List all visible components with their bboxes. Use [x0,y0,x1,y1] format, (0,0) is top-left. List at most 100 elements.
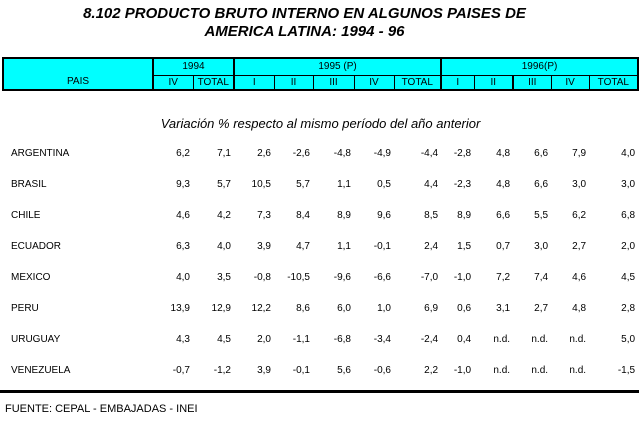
col-header: I [440,74,475,91]
col-header: IV [152,74,194,91]
value-cell: 6,6 [513,169,552,200]
value-cell: 4,5 [193,324,234,355]
group-header-1996: 1996(P) [440,57,639,76]
value-cell: -1,0 [441,355,475,386]
value-cell: 12,9 [193,293,234,324]
value-cell: 8,9 [313,200,354,231]
col-header: II [273,74,314,91]
value-cell: 5,7 [274,169,313,200]
value-cell: 10,5 [234,169,274,200]
col-header: TOTAL [192,74,235,91]
pais-header-cell: PAIS [2,57,154,91]
country-name: BRASIL [3,169,153,200]
country-name: CHILE [3,200,153,231]
value-cell: 7,2 [474,262,514,293]
value-cell: 6,6 [513,138,552,169]
value-cell: 4,5 [589,262,639,293]
value-cell: 2,4 [394,231,442,262]
value-cell: -4,4 [394,138,442,169]
value-cell: 6,8 [589,200,639,231]
col-header: III [312,74,355,91]
table-row: MEXICO 4,0 3,5 -0,8 -10,5 -9,6 -6,6 -7,0… [3,262,639,293]
value-cell: 5,7 [193,169,234,200]
value-cell: -2,8 [441,138,475,169]
country-name: PERU [3,293,153,324]
value-cell: 6,9 [394,293,442,324]
value-cell: -4,9 [354,138,394,169]
value-cell: 0,6 [441,293,475,324]
value-cell: 6,0 [313,293,354,324]
value-cell: 0,4 [441,324,475,355]
country-name: MEXICO [3,262,153,293]
col-header: III [512,74,552,91]
group-header-1995: 1995 (P) [232,57,442,76]
table-row: PERU 13,9 12,9 12,2 8,6 6,0 1,0 6,9 0,6 … [3,293,639,324]
value-cell: n.d. [551,324,590,355]
value-cell: 8,9 [441,200,475,231]
value-cell: 3,9 [234,355,274,386]
value-cell: 8,5 [394,200,442,231]
table-row: URUGUAY 4,3 4,5 2,0 -1,1 -6,8 -3,4 -2,4 … [3,324,639,355]
bottom-divider [0,390,639,393]
value-cell: -0,1 [354,231,394,262]
table-title: 8.102 PRODUCTO BRUTO INTERNO EN ALGUNOS … [0,5,609,41]
value-cell: n.d. [513,355,552,386]
value-cell: -1,1 [274,324,313,355]
table-row: ECUADOR 6,3 4,0 3,9 4,7 1,1 -0,1 2,4 1,5… [3,231,639,262]
table-row: ARGENTINA 6,2 7,1 2,6 -2,6 -4,8 -4,9 -4,… [3,138,639,169]
value-cell: 2,2 [394,355,442,386]
value-cell: 7,3 [234,200,274,231]
value-cell: 0,5 [354,169,394,200]
table-title-line2: AMERICA LATINA: 1994 - 96 [204,23,405,40]
value-cell: -6,8 [313,324,354,355]
value-cell: 1,1 [313,231,354,262]
value-cell: 3,0 [513,231,552,262]
value-cell: -9,6 [313,262,354,293]
value-cell: 13,9 [153,293,193,324]
value-cell: 2,0 [589,231,639,262]
source-note: FUENTE: CEPAL - EMBAJADAS - INEI [5,403,198,415]
value-cell: -7,0 [394,262,442,293]
value-cell: 2,8 [589,293,639,324]
gdp-table: PAIS 1994 1995 (P) 1996(P) IV TOTAL I II… [2,57,639,386]
value-cell: 8,6 [274,293,313,324]
value-cell: -3,4 [354,324,394,355]
col-header: IV [550,74,590,91]
value-cell: n.d. [551,355,590,386]
value-cell: 9,3 [153,169,193,200]
value-cell: 3,1 [474,293,514,324]
value-cell: -1,2 [193,355,234,386]
country-name: URUGUAY [3,324,153,355]
value-cell: 8,4 [274,200,313,231]
header-quarter-row: IV TOTAL I II III IV TOTAL I II III IV T… [3,74,639,91]
value-cell: 6,2 [551,200,590,231]
value-cell: 7,9 [551,138,590,169]
table-subtitle: Variación % respecto al mismo período de… [3,90,639,138]
value-cell: 5,6 [313,355,354,386]
value-cell: 1,1 [313,169,354,200]
value-cell: 1,0 [354,293,394,324]
col-header: II [473,74,514,91]
value-cell: -0,6 [354,355,394,386]
value-cell: 3,9 [234,231,274,262]
table-title-line1: 8.102 PRODUCTO BRUTO INTERNO EN ALGUNOS … [83,5,526,22]
value-cell: 4,7 [274,231,313,262]
value-cell: 4,6 [551,262,590,293]
country-name: ECUADOR [3,231,153,262]
value-cell: 6,6 [474,200,514,231]
value-cell: 2,7 [513,293,552,324]
value-cell: -6,6 [354,262,394,293]
value-cell: 4,3 [153,324,193,355]
value-cell: 7,1 [193,138,234,169]
value-cell: 0,7 [474,231,514,262]
value-cell: -4,8 [313,138,354,169]
col-header: IV [353,74,395,91]
value-cell: 12,2 [234,293,274,324]
value-cell: -2,3 [441,169,475,200]
value-cell: n.d. [513,324,552,355]
value-cell: 4,8 [474,138,514,169]
value-cell: 3,5 [193,262,234,293]
group-header-1994: 1994 [152,57,235,76]
value-cell: 4,4 [394,169,442,200]
table-row: CHILE 4,6 4,2 7,3 8,4 8,9 9,6 8,5 8,9 6,… [3,200,639,231]
